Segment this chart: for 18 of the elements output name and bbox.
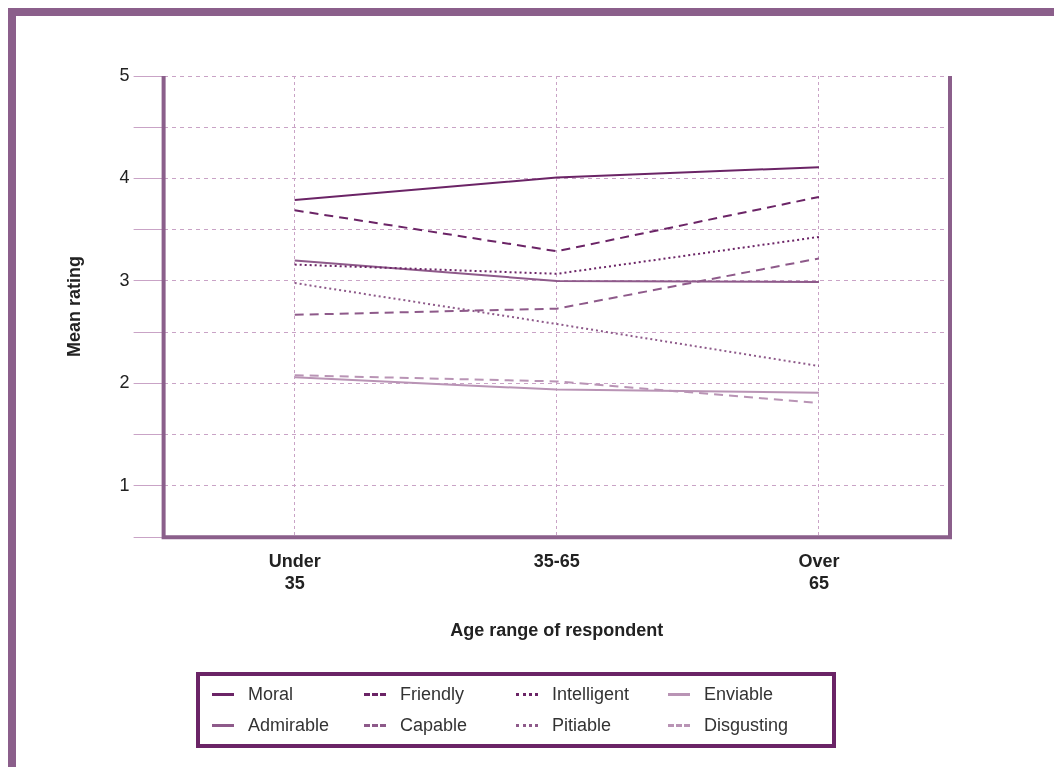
y-tick-label: 4 — [119, 167, 130, 188]
legend-label: Admirable — [248, 715, 330, 736]
x-axis-title: Age range of respondent — [450, 620, 664, 641]
x-tick-label: Under 35 — [268, 550, 321, 593]
y-tick-label: 1 — [119, 474, 130, 495]
legend-label: Disgusting — [704, 715, 789, 736]
legend-label: Capable — [400, 715, 468, 736]
legend-label: Moral — [248, 684, 294, 705]
legend-label: Enviable — [704, 684, 774, 705]
y-axis-title: Mean rating — [63, 256, 84, 358]
legend-label: Pitiable — [552, 715, 612, 736]
y-tick-label: 3 — [119, 269, 130, 290]
y-tick-label: 2 — [119, 372, 130, 393]
legend-label: Friendly — [400, 684, 465, 705]
x-tick-label: Over 65 — [798, 550, 840, 593]
legend-label: Intelligent — [552, 684, 630, 705]
x-tick-label: 35-65 — [533, 550, 580, 571]
y-tick-label: 5 — [119, 64, 130, 85]
